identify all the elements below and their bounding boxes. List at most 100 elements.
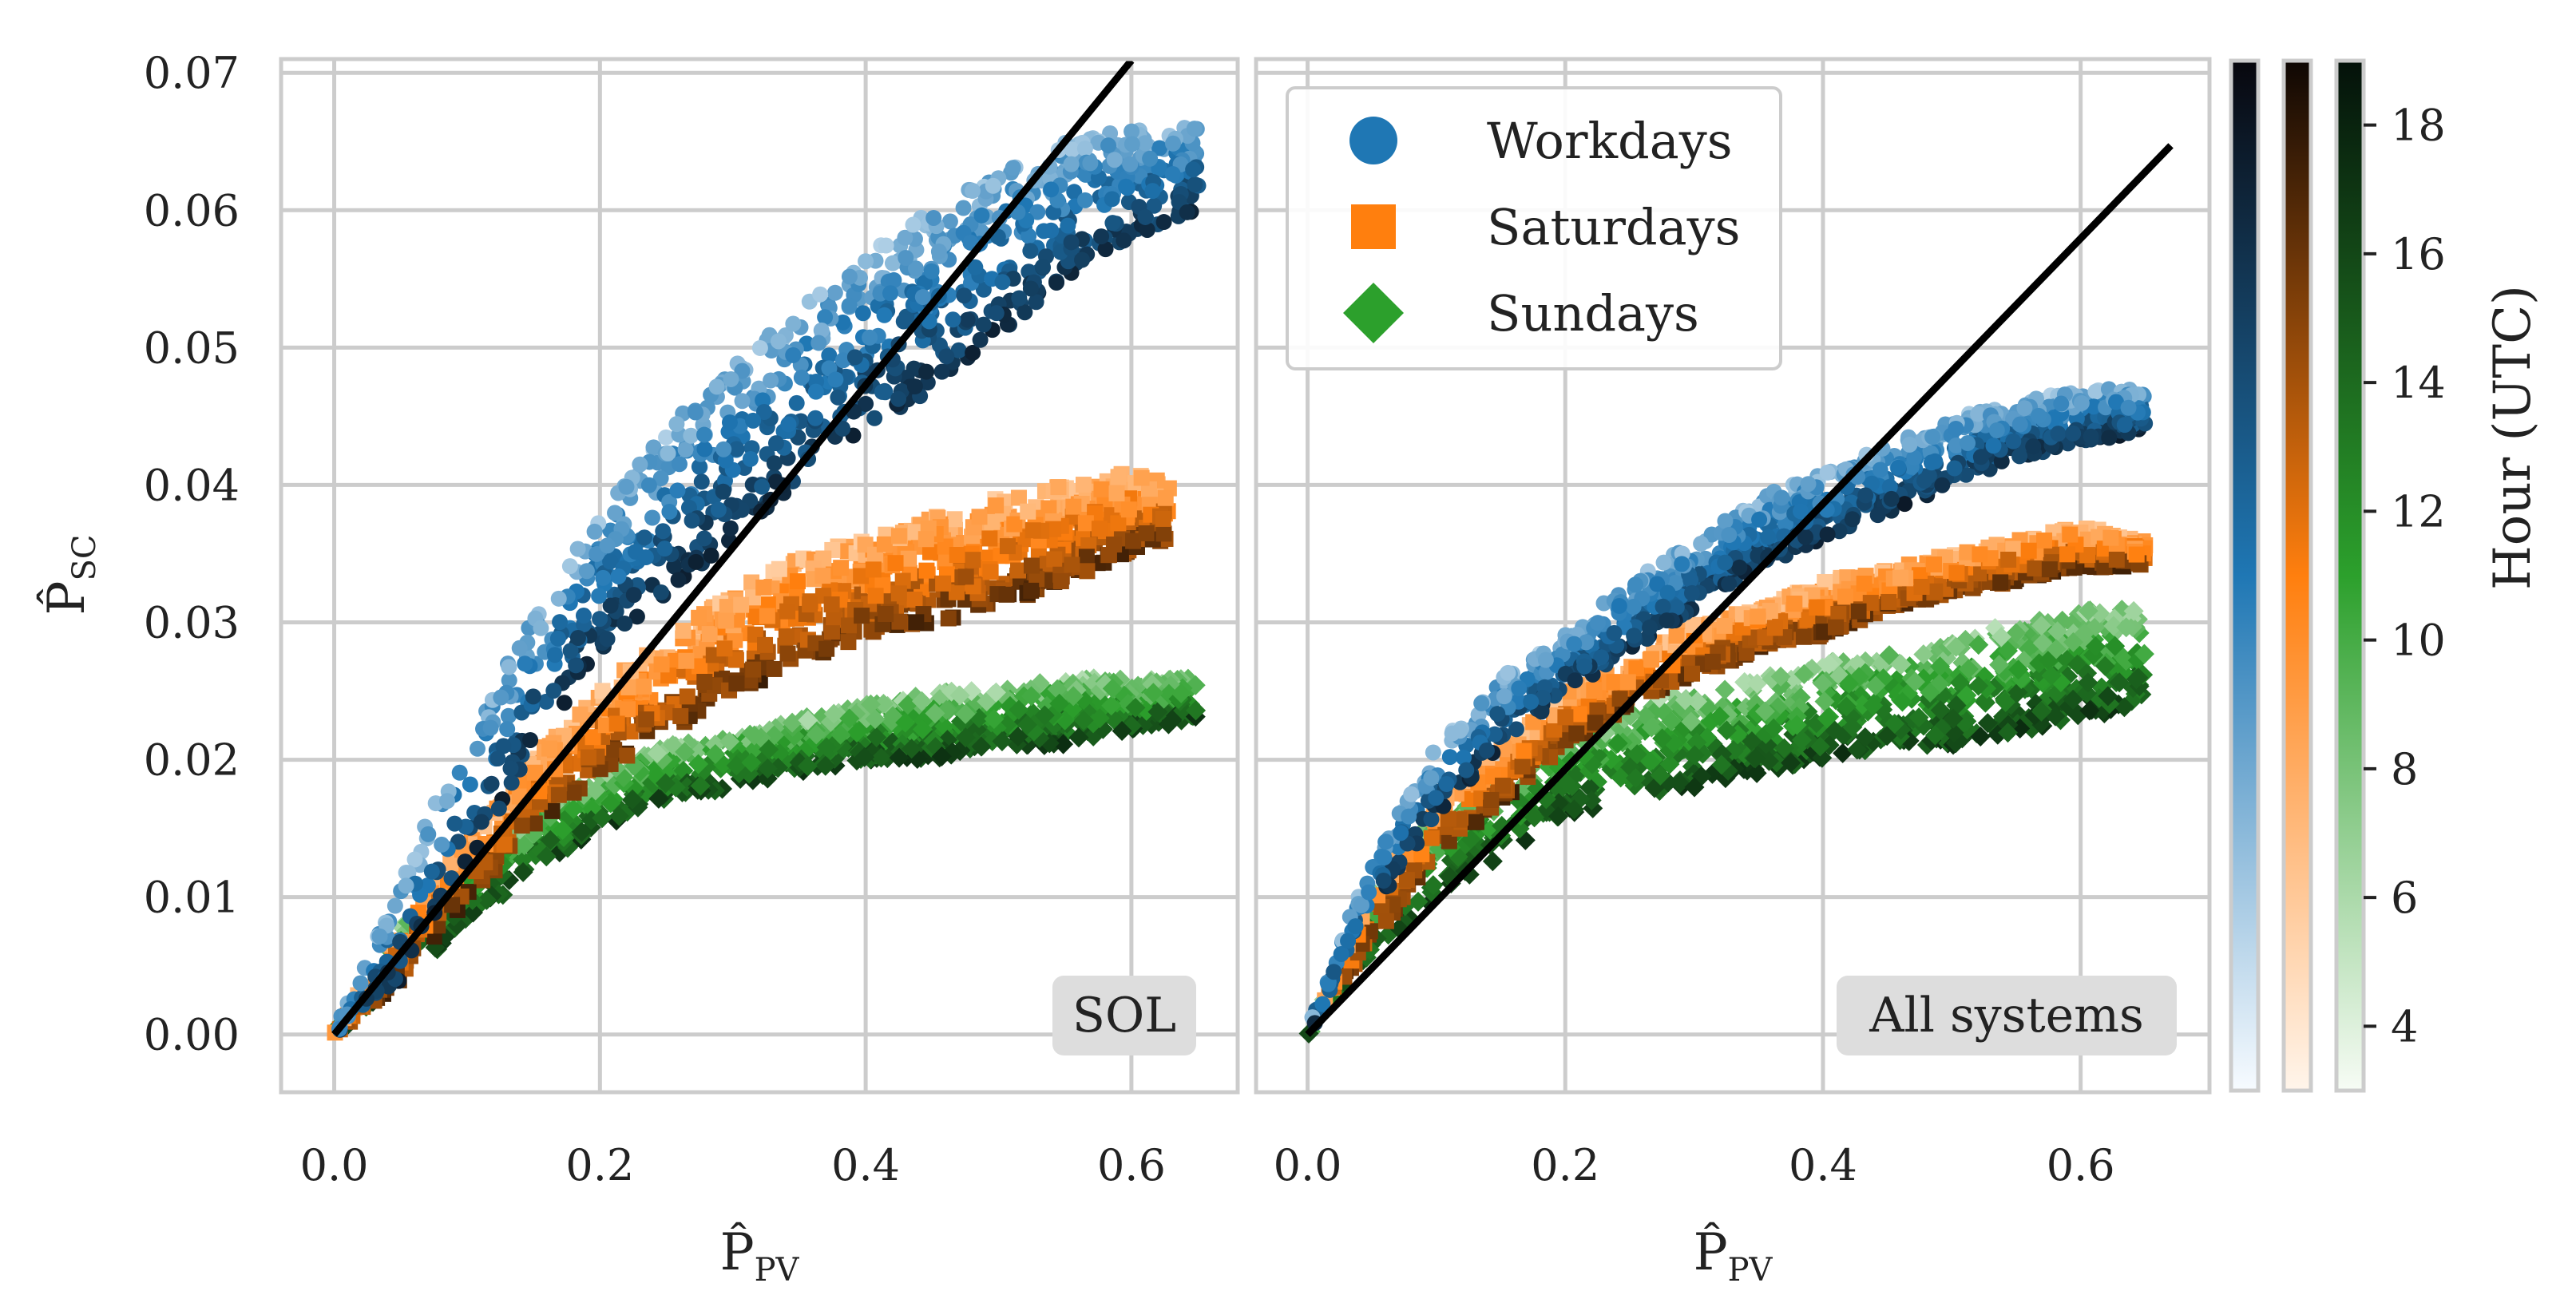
point-workdays xyxy=(854,305,871,322)
point-saturdays xyxy=(1571,706,1587,723)
point-sundays xyxy=(2103,616,2124,636)
point-saturdays xyxy=(876,536,893,552)
point-saturdays xyxy=(908,614,925,631)
point-workdays xyxy=(751,339,768,356)
point-saturdays xyxy=(965,552,981,568)
point-sundays xyxy=(1711,754,1732,775)
point-workdays xyxy=(500,707,517,724)
point-workdays xyxy=(1048,275,1065,291)
y-tick-label: 0.00 xyxy=(144,1010,240,1060)
point-sundays xyxy=(2114,697,2134,718)
point-workdays xyxy=(827,371,844,388)
point-sundays xyxy=(1186,700,1207,721)
point-saturdays xyxy=(867,588,884,604)
point-workdays xyxy=(552,614,569,631)
y-tick-label: 0.03 xyxy=(144,598,240,648)
point-workdays xyxy=(684,513,700,529)
point-sundays xyxy=(1053,734,1074,754)
point-sundays xyxy=(1171,683,1191,703)
point-saturdays xyxy=(1024,522,1041,539)
point-workdays xyxy=(1097,241,1114,258)
point-saturdays xyxy=(1040,572,1057,589)
point-sundays xyxy=(1839,673,1860,694)
point-saturdays xyxy=(1398,872,1415,889)
point-sundays xyxy=(513,861,533,882)
point-sundays xyxy=(895,712,916,733)
point-sundays xyxy=(1975,692,1995,713)
point-workdays xyxy=(1146,197,1163,214)
point-workdays xyxy=(490,800,507,817)
point-sundays xyxy=(1185,675,1206,695)
point-workdays xyxy=(862,329,878,346)
point-sundays xyxy=(823,703,844,724)
point-sundays xyxy=(2123,600,2144,621)
point-workdays xyxy=(858,395,874,412)
point-saturdays xyxy=(988,497,1005,514)
point-sundays xyxy=(816,737,837,758)
point-workdays xyxy=(1136,135,1153,152)
point-saturdays xyxy=(971,509,988,525)
point-workdays xyxy=(1064,141,1080,158)
point-sundays xyxy=(2134,644,2154,664)
point-workdays xyxy=(715,483,731,500)
point-saturdays xyxy=(779,603,796,620)
point-saturdays xyxy=(1828,619,1845,636)
point-workdays xyxy=(469,740,485,757)
point-saturdays xyxy=(2062,526,2079,543)
point-sundays xyxy=(1958,659,1979,679)
point-workdays xyxy=(569,541,586,557)
point-sundays xyxy=(1734,671,1755,692)
x-axis-label: P̂PV xyxy=(720,1222,800,1289)
point-workdays xyxy=(589,545,605,562)
point-saturdays xyxy=(840,634,857,651)
point-saturdays xyxy=(940,610,957,627)
point-workdays xyxy=(866,410,883,426)
point-workdays xyxy=(770,333,787,350)
point-workdays xyxy=(945,311,961,328)
point-workdays xyxy=(1005,160,1021,176)
point-sundays xyxy=(931,746,952,766)
point-sundays xyxy=(971,736,992,757)
point-sundays xyxy=(2041,665,2062,686)
point-saturdays xyxy=(759,608,775,624)
point-workdays xyxy=(886,271,902,288)
point-saturdays xyxy=(823,596,840,613)
point-sundays xyxy=(955,703,976,724)
point-workdays xyxy=(2087,383,2104,400)
point-saturdays xyxy=(984,513,1001,530)
point-sundays xyxy=(949,685,970,706)
y-tick-label: 0.02 xyxy=(144,735,240,786)
point-sundays xyxy=(1763,718,1784,739)
point-workdays xyxy=(602,597,619,614)
point-workdays xyxy=(556,695,573,711)
point-saturdays xyxy=(2020,542,2037,559)
point-sundays xyxy=(1625,768,1646,789)
x-tick-label: 0.4 xyxy=(831,1140,900,1190)
point-sundays xyxy=(1968,675,1989,696)
point-sundays xyxy=(1991,627,2011,648)
point-sundays xyxy=(782,712,803,733)
point-saturdays xyxy=(1587,715,1603,731)
point-saturdays xyxy=(728,675,745,692)
point-saturdays xyxy=(1010,489,1027,506)
point-workdays xyxy=(1441,749,1458,766)
point-saturdays xyxy=(675,623,692,640)
point-sundays xyxy=(1548,806,1569,827)
point-saturdays xyxy=(1494,778,1511,794)
point-sundays xyxy=(2094,655,2115,676)
point-workdays xyxy=(897,229,913,246)
point-workdays xyxy=(691,458,707,475)
point-workdays xyxy=(834,314,851,331)
point-sundays xyxy=(860,694,881,715)
plot-frame xyxy=(279,57,1240,1095)
point-workdays xyxy=(687,404,703,421)
point-sundays xyxy=(1143,683,1163,703)
point-saturdays xyxy=(1077,515,1094,532)
point-saturdays xyxy=(1125,533,1142,549)
point-sundays xyxy=(871,747,892,768)
point-workdays xyxy=(1347,918,1364,935)
point-saturdays xyxy=(572,706,589,723)
point-workdays xyxy=(1063,156,1080,172)
point-saturdays xyxy=(1809,599,1825,616)
point-workdays xyxy=(1187,176,1203,193)
